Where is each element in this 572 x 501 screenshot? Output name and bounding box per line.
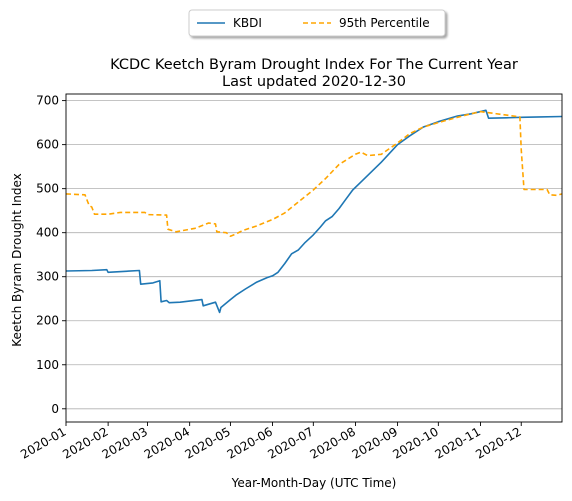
series-line-kbdi	[65, 109, 563, 314]
x-tick-label: 2020-09	[350, 424, 400, 461]
x-axis-label: Year-Month-Day (UTC Time)	[231, 476, 397, 490]
chart-subtitle: Last updated 2020-12-30	[222, 74, 406, 90]
x-tick-label: 2020-06	[225, 424, 275, 461]
y-tick-label: 700	[36, 94, 59, 108]
y-tick-label: 0	[51, 402, 59, 416]
x-tick-label: 2020-10	[390, 424, 440, 461]
x-axis-ticks: 2020-012020-022020-032020-042020-052020-…	[18, 422, 524, 462]
y-axis-ticks: 0 100 200 300 400 500 600 700	[36, 94, 66, 416]
legend-frame	[188, 9, 446, 37]
legend-label-95th-percentile: 95th Percentile	[339, 16, 430, 30]
x-tick-label: 2020-03	[100, 424, 150, 461]
legend-label-kbdi: KBDI	[233, 16, 262, 30]
x-tick-label: 2020-11	[433, 424, 483, 461]
x-tick-label: 2020-05	[183, 424, 233, 461]
x-tick-label: 2020-12	[473, 424, 523, 461]
y-tick-label: 300	[36, 270, 59, 284]
y-tick-label: 200	[36, 314, 59, 328]
series-lines	[65, 109, 563, 314]
x-tick-label: 2020-08	[308, 424, 358, 461]
y-gridlines	[66, 100, 562, 410]
y-tick-label: 100	[36, 358, 59, 372]
plot-frame	[65, 93, 563, 423]
legend: KBDI 95th Percentile	[188, 9, 446, 37]
chart-title: KCDC Keetch Byram Drought Index For The …	[110, 57, 518, 73]
y-tick-label: 600	[36, 138, 59, 152]
y-tick-label: 500	[36, 182, 59, 196]
series-line-95th-percentile	[65, 110, 563, 237]
y-tick-label: 400	[36, 226, 59, 240]
x-tick-label: 2020-01	[18, 424, 68, 461]
x-tick-label: 2020-04	[142, 424, 192, 461]
y-axis-label: Keetch Byram Drought Index	[10, 173, 24, 347]
x-tick-label: 2020-07	[265, 424, 315, 461]
